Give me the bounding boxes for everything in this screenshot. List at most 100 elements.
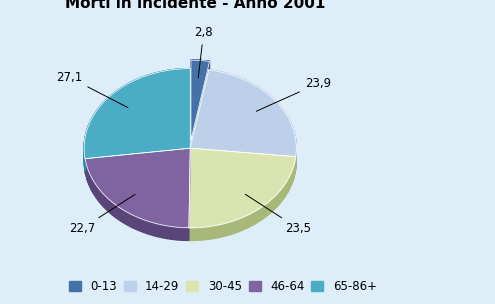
Polygon shape xyxy=(215,71,218,84)
Polygon shape xyxy=(84,69,190,159)
Polygon shape xyxy=(95,183,96,198)
Polygon shape xyxy=(147,221,150,234)
Polygon shape xyxy=(167,226,170,239)
Polygon shape xyxy=(108,199,110,213)
Polygon shape xyxy=(161,225,164,238)
Polygon shape xyxy=(245,80,248,94)
Polygon shape xyxy=(88,126,89,141)
Polygon shape xyxy=(116,205,119,220)
Polygon shape xyxy=(155,223,158,237)
Polygon shape xyxy=(231,74,234,88)
Polygon shape xyxy=(208,226,211,239)
Polygon shape xyxy=(104,99,107,114)
Polygon shape xyxy=(292,168,293,184)
Polygon shape xyxy=(248,81,250,95)
Polygon shape xyxy=(258,87,261,102)
Polygon shape xyxy=(281,108,283,122)
Polygon shape xyxy=(94,181,95,196)
Polygon shape xyxy=(295,135,296,150)
Polygon shape xyxy=(290,121,291,136)
Polygon shape xyxy=(277,192,278,207)
Polygon shape xyxy=(119,87,122,102)
Polygon shape xyxy=(92,116,94,131)
Polygon shape xyxy=(228,74,231,87)
Polygon shape xyxy=(102,193,104,208)
Polygon shape xyxy=(292,125,293,140)
Polygon shape xyxy=(126,211,128,226)
Polygon shape xyxy=(291,171,292,186)
Polygon shape xyxy=(280,105,281,120)
Polygon shape xyxy=(220,224,223,237)
Polygon shape xyxy=(286,180,288,195)
Polygon shape xyxy=(244,216,247,230)
Polygon shape xyxy=(179,69,183,82)
Polygon shape xyxy=(289,175,290,190)
Polygon shape xyxy=(180,227,183,240)
Polygon shape xyxy=(253,84,256,98)
Polygon shape xyxy=(269,200,271,215)
Polygon shape xyxy=(136,216,139,230)
Polygon shape xyxy=(183,227,186,240)
Polygon shape xyxy=(87,165,88,181)
Polygon shape xyxy=(110,200,112,215)
Polygon shape xyxy=(290,173,291,188)
Polygon shape xyxy=(209,70,212,83)
Polygon shape xyxy=(238,218,241,232)
Polygon shape xyxy=(112,202,114,216)
Polygon shape xyxy=(91,118,92,133)
Polygon shape xyxy=(189,148,296,228)
Polygon shape xyxy=(96,185,98,200)
Polygon shape xyxy=(271,198,273,213)
Polygon shape xyxy=(214,225,217,238)
Polygon shape xyxy=(177,227,180,240)
Polygon shape xyxy=(240,78,242,92)
Polygon shape xyxy=(107,97,109,112)
Polygon shape xyxy=(122,85,125,100)
Polygon shape xyxy=(223,223,227,237)
Polygon shape xyxy=(123,210,126,224)
Polygon shape xyxy=(86,131,87,147)
Polygon shape xyxy=(266,202,269,216)
Polygon shape xyxy=(241,217,244,231)
Polygon shape xyxy=(218,71,221,85)
Polygon shape xyxy=(205,226,208,240)
Polygon shape xyxy=(112,93,114,107)
Polygon shape xyxy=(257,209,259,223)
Polygon shape xyxy=(161,71,165,85)
Polygon shape xyxy=(268,94,270,109)
Polygon shape xyxy=(168,70,172,83)
Polygon shape xyxy=(102,101,104,116)
Polygon shape xyxy=(270,96,272,110)
Polygon shape xyxy=(91,177,92,192)
Polygon shape xyxy=(221,72,225,86)
Polygon shape xyxy=(264,204,266,218)
Polygon shape xyxy=(128,82,131,96)
Polygon shape xyxy=(139,218,142,232)
Text: 2,8: 2,8 xyxy=(194,26,213,78)
Polygon shape xyxy=(95,110,97,126)
Text: 22,7: 22,7 xyxy=(69,194,135,235)
Polygon shape xyxy=(293,166,294,181)
Polygon shape xyxy=(265,92,268,107)
Polygon shape xyxy=(114,91,117,105)
Polygon shape xyxy=(254,210,257,224)
Polygon shape xyxy=(134,79,138,93)
Polygon shape xyxy=(192,228,196,240)
Polygon shape xyxy=(201,227,205,240)
Polygon shape xyxy=(235,219,238,233)
Polygon shape xyxy=(98,187,99,202)
Polygon shape xyxy=(273,196,275,211)
Polygon shape xyxy=(272,98,274,112)
Polygon shape xyxy=(99,189,101,204)
Polygon shape xyxy=(89,172,90,187)
Polygon shape xyxy=(294,161,295,177)
Polygon shape xyxy=(152,223,155,236)
Polygon shape xyxy=(247,214,249,228)
Polygon shape xyxy=(283,110,285,125)
Legend: 0-13, 14-29, 30-45, 46-64, 65-86+: 0-13, 14-29, 30-45, 46-64, 65-86+ xyxy=(66,277,379,295)
Polygon shape xyxy=(90,121,91,136)
Polygon shape xyxy=(285,182,286,197)
Polygon shape xyxy=(141,77,144,91)
Polygon shape xyxy=(189,228,192,240)
Polygon shape xyxy=(289,119,290,133)
